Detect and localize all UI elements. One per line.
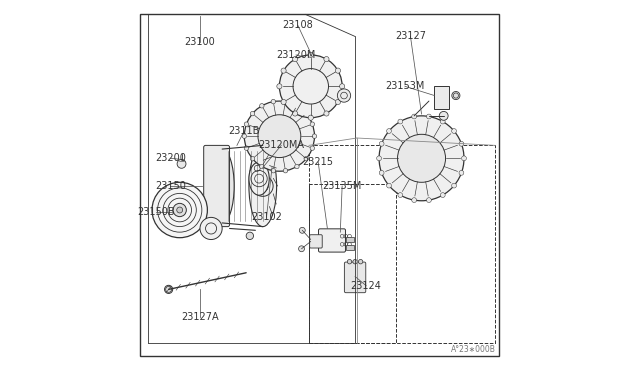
Text: 23135M: 23135M — [323, 181, 362, 191]
Ellipse shape — [260, 103, 264, 108]
Ellipse shape — [312, 134, 317, 138]
Ellipse shape — [459, 170, 464, 175]
Ellipse shape — [308, 115, 314, 120]
Circle shape — [244, 101, 314, 171]
Ellipse shape — [340, 84, 345, 89]
Ellipse shape — [244, 122, 249, 126]
Ellipse shape — [250, 111, 255, 116]
Circle shape — [439, 112, 448, 120]
Ellipse shape — [387, 183, 392, 188]
Text: 23150B: 23150B — [138, 207, 175, 217]
Ellipse shape — [249, 145, 276, 227]
FancyBboxPatch shape — [344, 262, 366, 293]
Text: 23102: 23102 — [251, 212, 282, 222]
Ellipse shape — [292, 111, 298, 116]
Circle shape — [246, 232, 253, 240]
Ellipse shape — [387, 129, 392, 134]
Text: A°23∗000B: A°23∗000B — [451, 345, 495, 354]
Bar — [309, 145, 495, 343]
Bar — [309, 184, 396, 343]
Ellipse shape — [242, 134, 246, 138]
Ellipse shape — [440, 193, 445, 198]
Ellipse shape — [277, 84, 282, 89]
Ellipse shape — [412, 198, 417, 202]
Text: 23120MA: 23120MA — [258, 140, 304, 150]
Ellipse shape — [426, 114, 431, 119]
Text: 2311B: 2311B — [228, 126, 260, 136]
Circle shape — [177, 207, 182, 213]
Text: 23100: 23100 — [184, 37, 216, 47]
Ellipse shape — [440, 119, 445, 124]
Ellipse shape — [459, 141, 464, 146]
Text: 23153M: 23153M — [385, 81, 424, 91]
Ellipse shape — [284, 169, 288, 173]
Ellipse shape — [335, 99, 340, 105]
Ellipse shape — [304, 111, 308, 116]
Bar — [435, 86, 449, 109]
Ellipse shape — [308, 52, 314, 58]
Ellipse shape — [250, 157, 255, 161]
Ellipse shape — [284, 99, 288, 104]
Circle shape — [299, 246, 305, 252]
Circle shape — [300, 227, 305, 233]
Ellipse shape — [310, 122, 315, 126]
Ellipse shape — [426, 198, 431, 202]
Ellipse shape — [398, 119, 403, 124]
Ellipse shape — [244, 146, 249, 150]
Circle shape — [173, 203, 186, 217]
Circle shape — [152, 182, 207, 238]
Circle shape — [353, 260, 357, 264]
FancyBboxPatch shape — [319, 229, 346, 252]
Text: 23215: 23215 — [303, 157, 333, 167]
Circle shape — [397, 134, 445, 182]
Text: 23127: 23127 — [395, 32, 426, 41]
Ellipse shape — [461, 156, 467, 161]
Circle shape — [280, 55, 342, 118]
Ellipse shape — [210, 149, 234, 223]
Ellipse shape — [260, 164, 264, 169]
Ellipse shape — [412, 114, 417, 119]
Ellipse shape — [292, 57, 298, 62]
Ellipse shape — [310, 146, 315, 150]
Text: 23108: 23108 — [282, 20, 313, 31]
FancyBboxPatch shape — [204, 145, 230, 227]
Ellipse shape — [304, 157, 308, 161]
Circle shape — [379, 116, 464, 201]
Ellipse shape — [281, 99, 286, 105]
Circle shape — [358, 260, 363, 264]
Text: 23200: 23200 — [155, 153, 186, 163]
Ellipse shape — [452, 129, 456, 134]
Ellipse shape — [452, 92, 460, 100]
Circle shape — [258, 115, 301, 158]
Ellipse shape — [377, 156, 381, 161]
Ellipse shape — [281, 68, 286, 73]
Text: 23150: 23150 — [155, 181, 186, 191]
Ellipse shape — [294, 103, 299, 108]
Bar — [346, 237, 354, 242]
Ellipse shape — [398, 193, 403, 198]
FancyBboxPatch shape — [310, 235, 322, 248]
Bar — [346, 245, 354, 250]
Text: 23120M: 23120M — [276, 50, 316, 60]
Circle shape — [177, 160, 186, 168]
Ellipse shape — [324, 111, 329, 116]
Ellipse shape — [380, 141, 384, 146]
Ellipse shape — [324, 57, 329, 62]
Ellipse shape — [249, 162, 269, 195]
Ellipse shape — [164, 285, 173, 294]
Text: 23124: 23124 — [351, 281, 381, 291]
Ellipse shape — [271, 169, 275, 173]
Circle shape — [337, 89, 351, 102]
Circle shape — [348, 260, 352, 264]
Ellipse shape — [452, 183, 456, 188]
Ellipse shape — [380, 170, 384, 175]
Ellipse shape — [335, 68, 340, 73]
Ellipse shape — [294, 164, 299, 169]
Ellipse shape — [271, 99, 275, 104]
Text: 23127A: 23127A — [181, 312, 219, 322]
Circle shape — [200, 217, 222, 240]
